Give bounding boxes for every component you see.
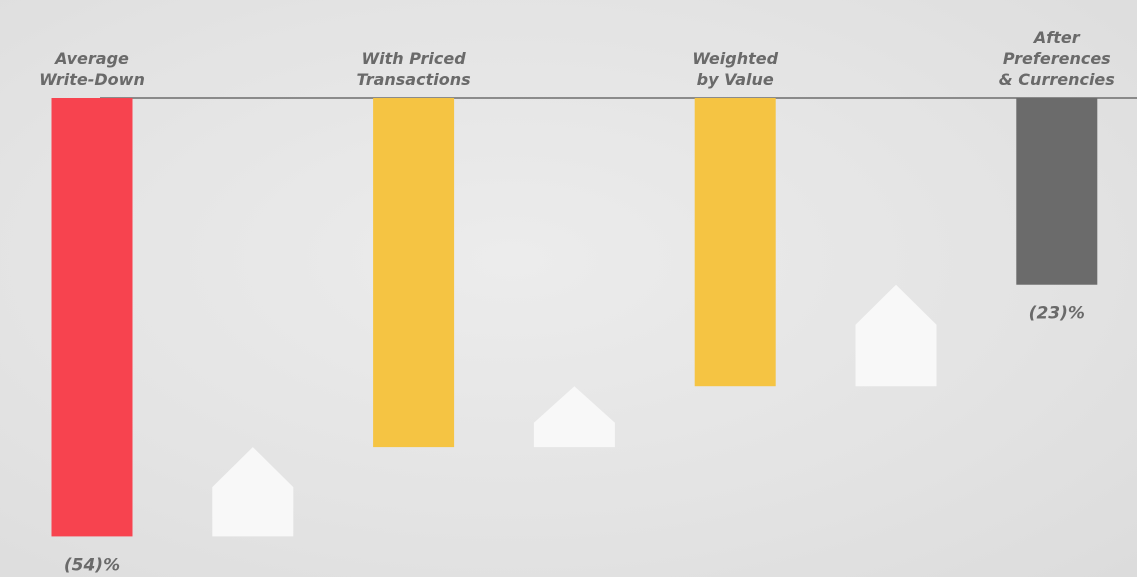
category-label: With Priced Transactions bbox=[356, 49, 471, 89]
category-label: After Preferences & Currencies bbox=[998, 28, 1115, 89]
value-label: (54)% bbox=[64, 555, 120, 575]
value-label: (23)% bbox=[1029, 304, 1085, 324]
step-arrow bbox=[855, 284, 937, 387]
category-label: Weighted by Value bbox=[692, 49, 779, 89]
step-arrow bbox=[212, 447, 294, 537]
bar bbox=[694, 98, 776, 387]
step-arrow bbox=[533, 386, 615, 448]
category-label: Average Write-Down bbox=[39, 49, 145, 89]
bar bbox=[1016, 98, 1098, 285]
bar bbox=[51, 98, 133, 537]
bar bbox=[373, 98, 455, 448]
